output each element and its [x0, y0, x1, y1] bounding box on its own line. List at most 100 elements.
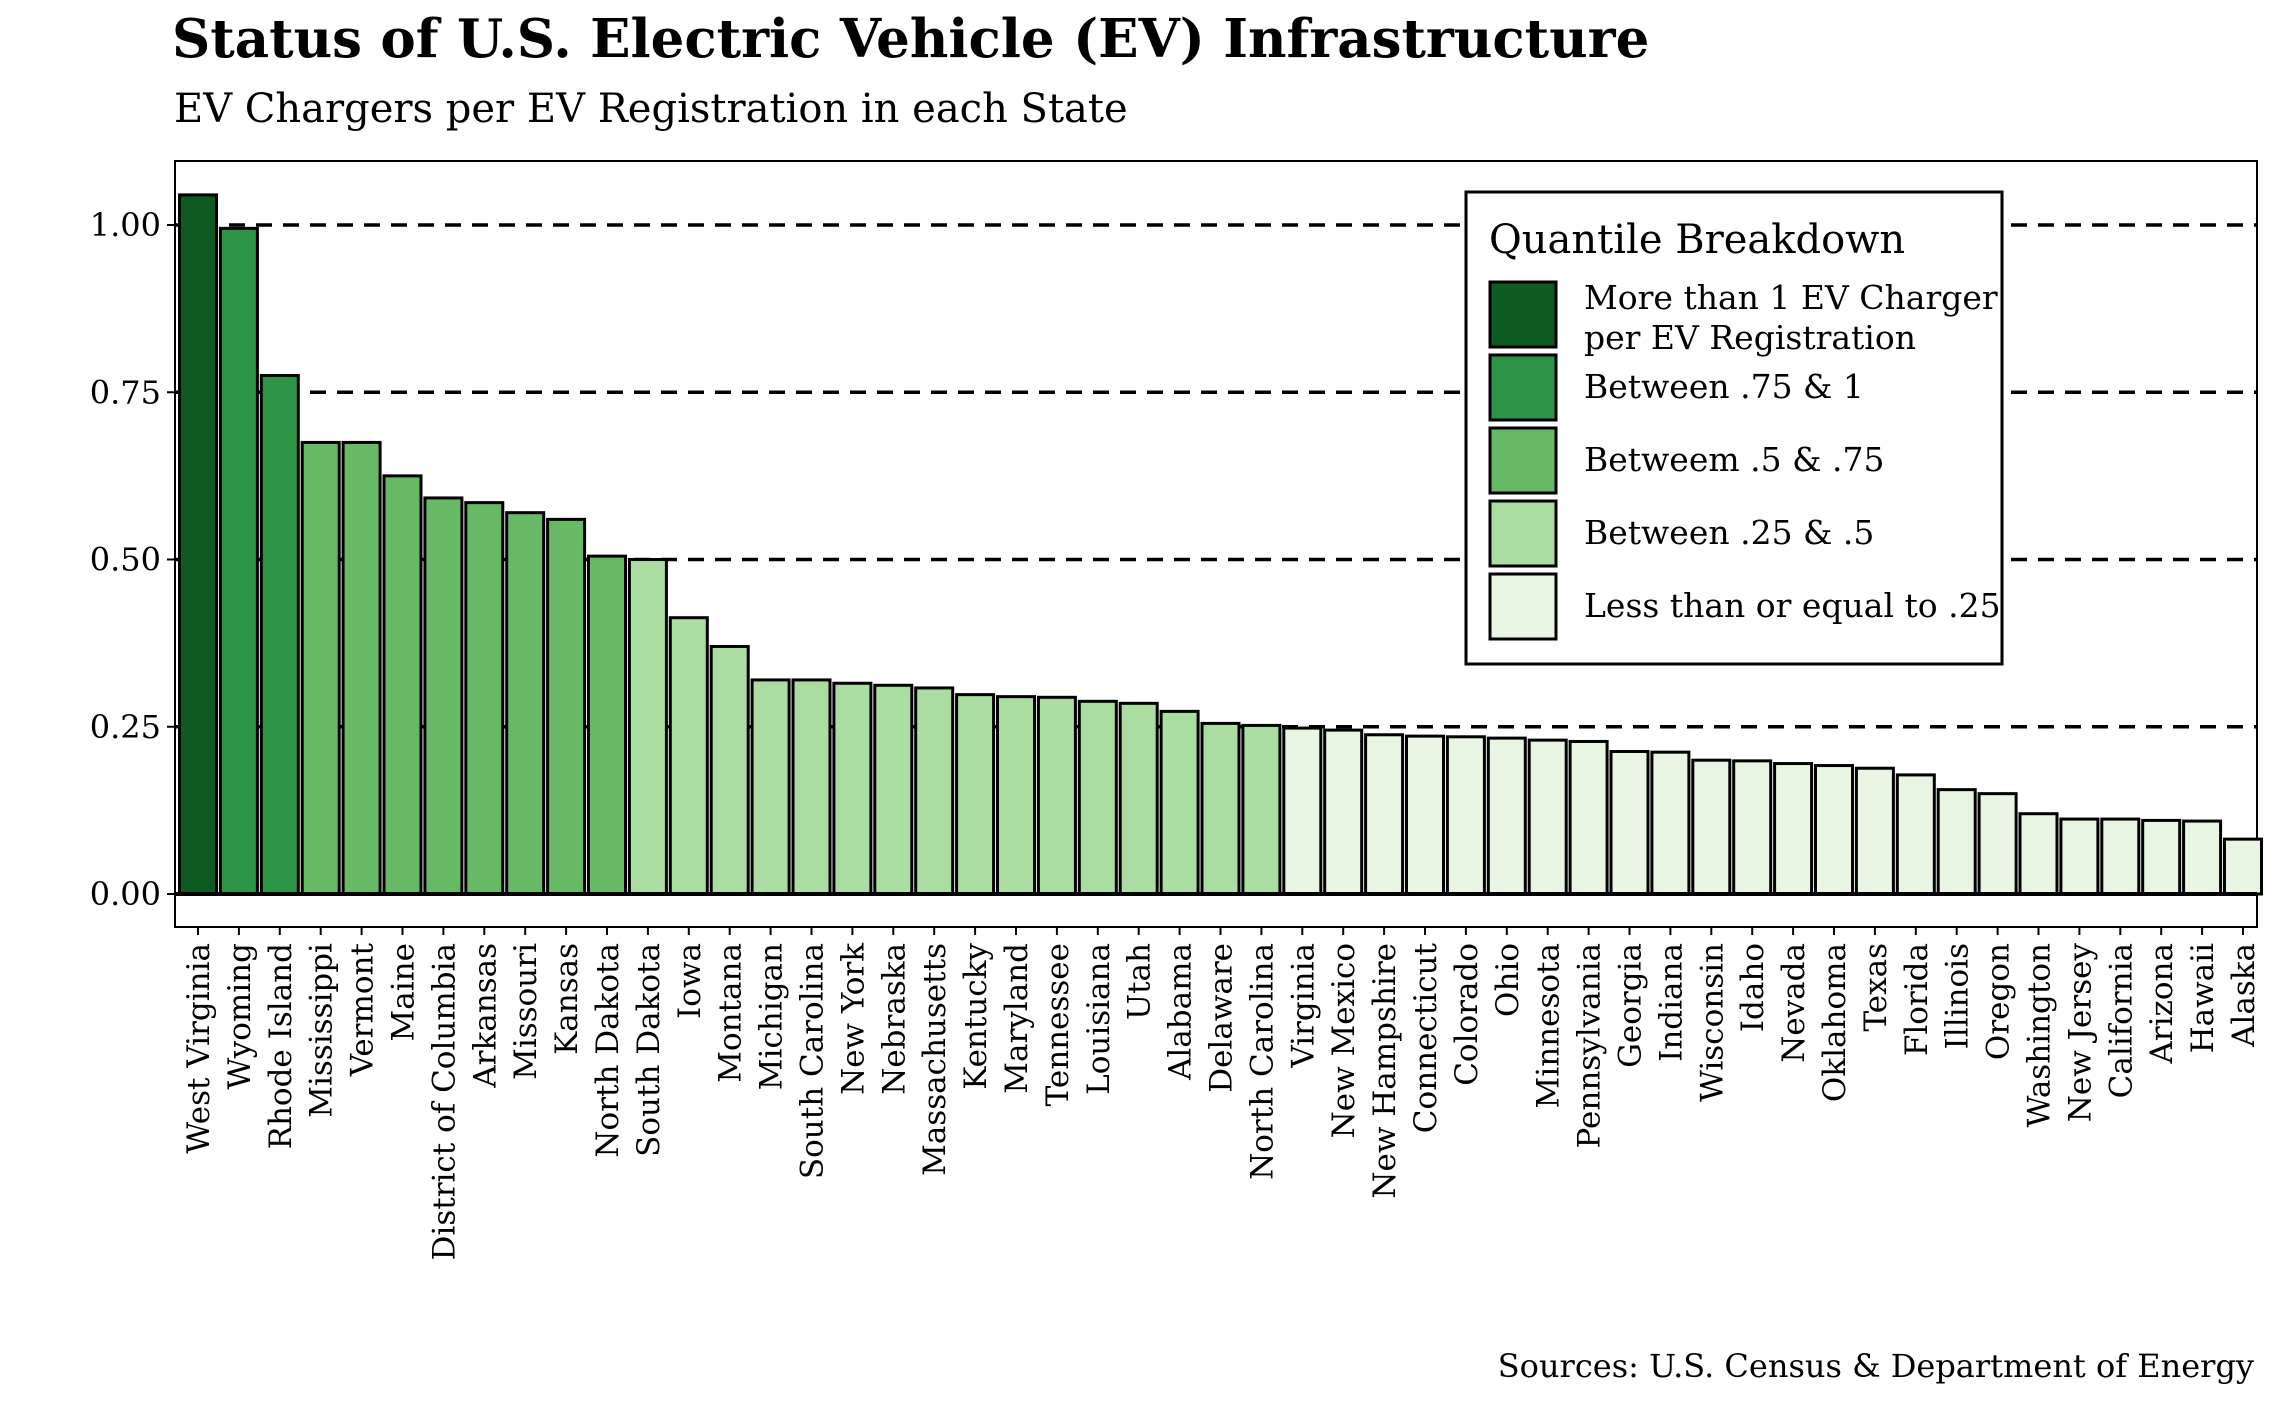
- x-tick-label: Maine: [386, 943, 422, 1041]
- x-tick-label: New Jersey: [2062, 943, 2098, 1123]
- x-tick-label: New Mexico: [1326, 943, 1362, 1138]
- x-tick-label: Tennessee: [1040, 943, 1076, 1106]
- x-tick-label: Idaho: [1735, 943, 1771, 1032]
- x-tick-label: California: [2103, 943, 2139, 1098]
- legend-swatch: [1488, 499, 1558, 568]
- plot-panel: [174, 160, 2258, 928]
- x-tick-label: Missouri: [508, 943, 544, 1080]
- bar: [1486, 736, 1527, 896]
- legend-label: More than 1 EV Charger: [1584, 278, 1998, 317]
- x-tick-label: Virginia: [1285, 943, 1321, 1069]
- bar: [259, 374, 300, 896]
- x-tick-label: Oregon: [1981, 943, 2017, 1060]
- x-tick-label: Kentucky: [958, 943, 994, 1090]
- bar: [1118, 701, 1159, 896]
- x-tick-label: Indiana: [1653, 943, 1689, 1062]
- x-tick-label: Texas: [1858, 943, 1894, 1032]
- x-tick-label: Wisconsin: [1694, 943, 1730, 1102]
- legend-label: per EV Registration: [1584, 318, 1916, 357]
- bar: [546, 517, 587, 896]
- x-tick-label: Georgia: [1613, 943, 1649, 1068]
- y-tick-label: 1.00: [90, 206, 161, 244]
- x-tick-label: North Dakota: [590, 943, 626, 1158]
- bar: [914, 686, 955, 896]
- bar: [1036, 695, 1077, 896]
- bar: [832, 681, 873, 896]
- x-tick-label: New York: [835, 943, 871, 1095]
- x-tick-label: Nevada: [1776, 943, 1812, 1063]
- x-tick-label: Colorado: [1449, 943, 1485, 1086]
- chart-caption: Sources: U.S. Census & Department of Ene…: [1497, 1347, 2254, 1385]
- bar: [627, 558, 668, 896]
- bar: [955, 693, 996, 896]
- x-tick-label: Utah: [1122, 943, 1158, 1020]
- legend-label: Less than or equal to .25: [1584, 586, 2001, 625]
- x-tick-label: South Dakota: [631, 943, 667, 1157]
- x-tick-label: Mississippi: [304, 943, 340, 1118]
- legend-swatch: [1488, 353, 1558, 422]
- x-tick-label: Alabama: [1163, 943, 1199, 1081]
- chart-subtitle: EV Chargers per EV Registration in each …: [174, 86, 1128, 132]
- legend-label: Between .25 & .5: [1584, 513, 1874, 552]
- legend-title: Quantile Breakdown: [1489, 217, 1905, 263]
- legend-swatch: [1488, 426, 1558, 495]
- bar: [791, 678, 832, 896]
- bar: [1773, 762, 1814, 896]
- x-tick-label: Arizona: [2144, 943, 2180, 1065]
- y-axis: 0.00 0.25 0.50 0.75 1.00: [90, 206, 175, 913]
- x-tick-label: Hawaii: [2185, 943, 2221, 1053]
- x-tick-label: District of Columbia: [426, 943, 462, 1260]
- x-tick-label: Pennsylvania: [1572, 943, 1608, 1148]
- bar: [668, 616, 709, 896]
- x-tick-label: Ohio: [1490, 943, 1526, 1017]
- bar: [2059, 817, 2100, 896]
- bar: [341, 440, 382, 896]
- x-tick-label: Kansas: [549, 943, 585, 1055]
- x-tick-label: Florida: [1899, 943, 1935, 1056]
- y-tick-label: 0.25: [90, 708, 161, 746]
- x-tick-label: Michigan: [754, 943, 790, 1090]
- bar: [2018, 812, 2059, 896]
- bar: [1609, 750, 1650, 896]
- bar: [1527, 738, 1568, 896]
- x-tick-label: Nebraska: [876, 943, 912, 1095]
- bar: [1895, 773, 1936, 896]
- bar: [873, 683, 914, 896]
- x-tick-label: Minnesota: [1531, 943, 1567, 1108]
- x-tick-label: Oklahoma: [1817, 943, 1853, 1102]
- x-tick-label: Illinois: [1940, 943, 1976, 1049]
- bar: [464, 501, 505, 896]
- bar: [2141, 818, 2182, 896]
- x-tick-label: Montana: [713, 943, 749, 1083]
- bar: [178, 193, 218, 896]
- bar: [1977, 792, 2018, 896]
- bar: [1732, 759, 1773, 896]
- bar: [587, 554, 627, 896]
- bar: [1077, 699, 1118, 896]
- bar: [423, 496, 464, 896]
- bar: [1854, 766, 1895, 896]
- bar: [1282, 726, 1323, 896]
- x-tick-label: Connecticut: [1408, 942, 1444, 1133]
- bar: [2182, 819, 2223, 896]
- x-tick-label: West Virginia: [181, 943, 217, 1154]
- x-tick-label: New Hampshire: [1367, 943, 1403, 1199]
- x-axis: West Virginia Wyoming Rhode Island Mississi…: [181, 927, 2262, 1260]
- y-tick-label: 0.00: [90, 875, 161, 913]
- legend-label: Between .75 & 1: [1584, 367, 1864, 406]
- x-tick-label: Iowa: [672, 943, 708, 1019]
- x-tick-label: Vermont: [345, 942, 381, 1077]
- bar: [2100, 817, 2141, 896]
- x-tick-label: Arkansas: [467, 943, 503, 1089]
- bar: [1814, 764, 1854, 896]
- bar: [1323, 728, 1364, 896]
- bar: [218, 226, 259, 896]
- x-tick-label: Maryland: [999, 943, 1035, 1094]
- bar: [1241, 723, 1282, 896]
- bar: [505, 511, 546, 896]
- bar: [1568, 739, 1609, 896]
- bar: [300, 440, 341, 896]
- bar: [750, 678, 791, 896]
- x-tick-label: Washington: [2022, 943, 2058, 1127]
- bars: [178, 193, 2263, 896]
